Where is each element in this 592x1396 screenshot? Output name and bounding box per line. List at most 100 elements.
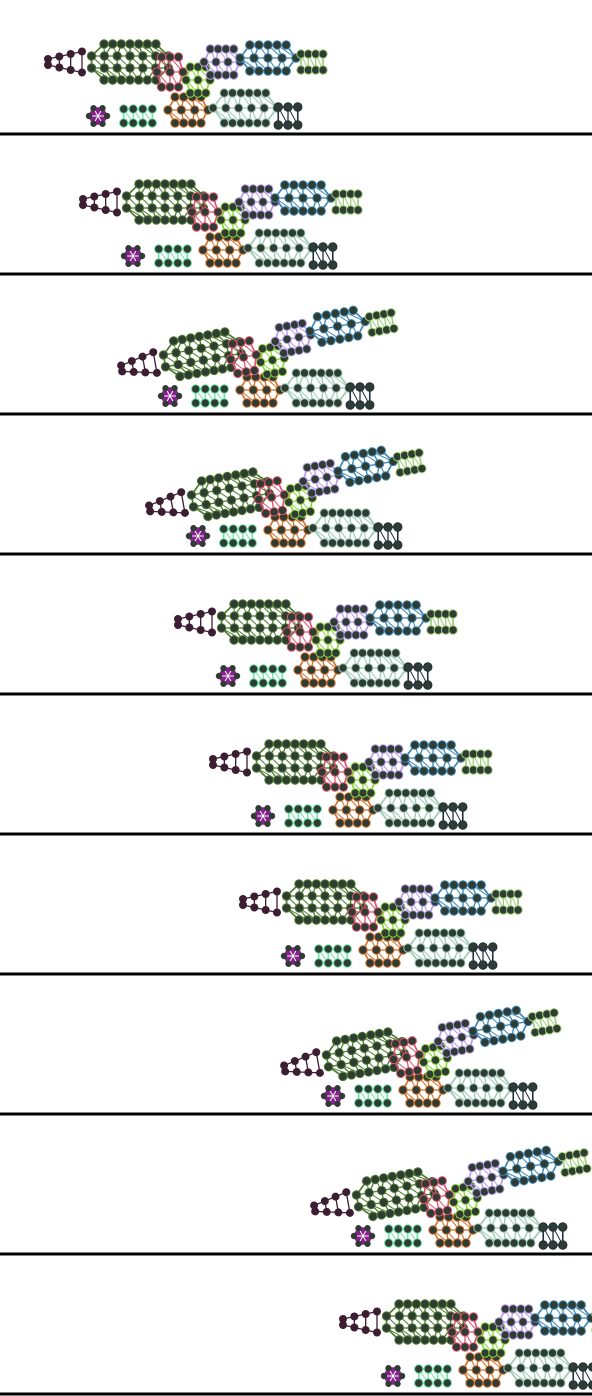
dark-tail — [310, 1188, 354, 1217]
mass-node — [316, 368, 326, 378]
mass-node — [423, 1378, 433, 1388]
mass-node — [169, 508, 178, 517]
mass-node — [441, 1225, 452, 1235]
mass-node — [318, 65, 328, 75]
mass-node — [458, 906, 468, 916]
mass-node — [283, 102, 293, 112]
mass-node — [353, 331, 363, 341]
mass-node — [558, 1222, 568, 1232]
mass-node — [549, 1008, 559, 1018]
mass-node — [383, 540, 393, 550]
mint-segment — [284, 804, 322, 828]
mass-node — [538, 1240, 548, 1250]
mass-node — [401, 818, 411, 828]
mass-node — [486, 1223, 496, 1233]
mass-node — [358, 945, 368, 955]
mass-node — [156, 52, 167, 62]
mass-node — [394, 1380, 401, 1387]
mass-node — [170, 92, 180, 102]
mass-node — [255, 820, 262, 827]
dark-tail — [145, 488, 189, 517]
mass-node — [286, 642, 297, 652]
frame-10 — [0, 1299, 592, 1396]
mass-node — [112, 63, 122, 73]
mass-node — [193, 88, 203, 98]
mass-node — [482, 1024, 492, 1034]
mass-node — [441, 943, 452, 953]
mass-node — [305, 506, 316, 517]
mass-node — [238, 352, 249, 362]
mass-node — [386, 308, 396, 318]
dark-tail — [44, 47, 86, 77]
mass-node — [198, 245, 208, 255]
mass-node — [371, 945, 382, 955]
mass-node — [236, 118, 246, 128]
mass-node — [157, 392, 165, 400]
mass-node — [461, 1238, 471, 1248]
mass-node — [244, 336, 254, 346]
mass-node — [284, 193, 294, 203]
mass-node — [303, 612, 314, 622]
mass-node — [312, 818, 322, 828]
mass-node — [460, 1195, 471, 1205]
mass-node — [268, 812, 276, 820]
mass-node — [228, 538, 238, 548]
mass-node — [370, 744, 380, 754]
mass-node — [444, 1190, 455, 1200]
light-green-tip-segment — [364, 308, 399, 338]
mass-node — [383, 1027, 393, 1037]
mass-node — [473, 1378, 484, 1388]
mass-node — [125, 245, 132, 252]
mass-node — [277, 505, 288, 516]
mass-node — [382, 648, 393, 658]
mass-node — [200, 384, 210, 394]
light-green-tip-segment — [392, 448, 427, 478]
blue-segment — [365, 600, 431, 636]
mass-node — [321, 310, 332, 320]
mass-node — [567, 1300, 577, 1310]
mass-node — [147, 104, 158, 114]
mass-node — [516, 1304, 526, 1314]
mass-node — [287, 228, 298, 238]
mass-node — [304, 1068, 313, 1077]
mass-node — [458, 893, 468, 903]
pink-joint-segment — [447, 1312, 483, 1352]
mass-node — [216, 611, 227, 621]
mass-node — [86, 63, 97, 73]
pink-joint-segment — [225, 336, 262, 379]
mass-node — [125, 75, 135, 85]
mass-node — [213, 207, 223, 217]
mass-node — [338, 752, 349, 762]
mass-node — [546, 1171, 556, 1181]
mass-node — [240, 210, 251, 220]
mass-node — [272, 635, 283, 645]
mass-node — [448, 609, 458, 619]
mass-node — [298, 739, 309, 749]
mass-node — [307, 206, 317, 216]
mass-node — [414, 928, 424, 938]
mass-node — [243, 747, 251, 756]
frame-6 — [0, 739, 592, 836]
mass-node — [220, 508, 230, 519]
mass-node — [272, 599, 283, 609]
mass-node — [328, 242, 338, 252]
teal-segment — [443, 1068, 517, 1108]
mass-node — [381, 1311, 392, 1321]
mass-node — [484, 1365, 495, 1375]
mass-node — [363, 1067, 374, 1077]
mass-node — [411, 1299, 422, 1309]
mass-node — [446, 740, 456, 750]
mass-node — [531, 1348, 541, 1358]
mass-node — [516, 1031, 526, 1041]
navy-tip-segment — [438, 802, 468, 830]
mass-node — [264, 739, 274, 749]
mass-node — [186, 357, 196, 368]
mass-node — [457, 1032, 467, 1042]
mass-node — [398, 803, 409, 813]
mass-node — [267, 355, 278, 365]
mass-node — [308, 242, 318, 252]
mass-node — [66, 50, 75, 58]
mass-node — [285, 945, 292, 952]
mass-node — [339, 307, 349, 317]
mass-node — [249, 53, 259, 63]
